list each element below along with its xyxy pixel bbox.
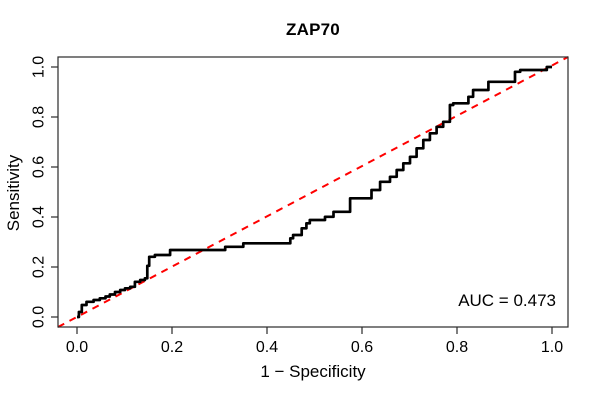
y-axis-ticks: 0.0 0.2 0.4 0.6 0.8 1.0 — [31, 56, 58, 328]
y-tick-label: 0.6 — [31, 156, 48, 178]
x-axis-ticks: 0.0 0.2 0.4 0.6 0.8 1.0 — [66, 327, 563, 356]
x-axis-label: 1 − Specificity — [260, 362, 366, 381]
y-tick-label: 0.4 — [31, 206, 48, 228]
x-tick-label: 1.0 — [541, 339, 563, 356]
y-tick-label: 0.2 — [31, 256, 48, 278]
y-tick-label: 0.8 — [31, 106, 48, 128]
x-tick-label: 0.4 — [256, 339, 278, 356]
y-tick-label: 0.0 — [31, 306, 48, 328]
chart-title: ZAP70 — [286, 20, 340, 39]
plot-box — [57, 56, 569, 328]
y-tick-label: 1.0 — [31, 56, 48, 78]
x-tick-label: 0.6 — [351, 339, 373, 356]
reference-diagonal-line — [57, 56, 569, 328]
x-tick-label: 0.8 — [446, 339, 468, 356]
x-tick-label: 0.2 — [161, 339, 183, 356]
roc-curve — [77, 65, 552, 319]
auc-annotation: AUC = 0.473 — [458, 291, 556, 310]
y-axis-label: Sensitivity — [4, 154, 23, 232]
x-tick-label: 0.0 — [66, 339, 88, 356]
